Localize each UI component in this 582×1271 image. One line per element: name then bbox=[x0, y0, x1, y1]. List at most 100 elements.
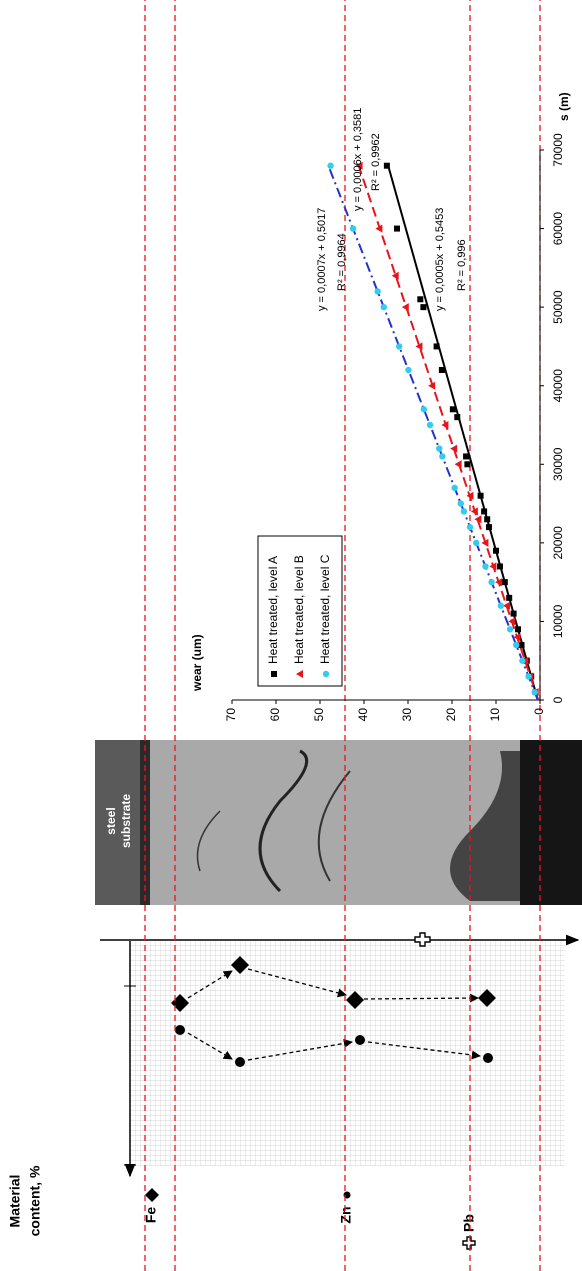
point bbox=[482, 563, 489, 570]
micrograph-label: substrate bbox=[119, 794, 133, 848]
point bbox=[374, 288, 381, 295]
pb-point bbox=[414, 932, 431, 947]
porous-layer bbox=[450, 751, 520, 901]
equation: y = 0,0005x + 0,5453 bbox=[434, 208, 446, 311]
point bbox=[488, 578, 495, 586]
point bbox=[451, 484, 458, 492]
x-tick-label: 60000 bbox=[551, 212, 565, 246]
x-tick-label: 0 bbox=[551, 696, 565, 703]
point bbox=[271, 671, 277, 677]
legend-label: Heat treated, level B bbox=[292, 555, 306, 664]
arrow bbox=[187, 970, 233, 999]
point bbox=[438, 367, 445, 373]
crack bbox=[317, 770, 351, 882]
y-tick-label: 20 bbox=[444, 708, 458, 722]
point bbox=[450, 444, 458, 453]
y-tick-label: 60 bbox=[268, 708, 282, 722]
micrograph-label: steel bbox=[104, 807, 118, 834]
point bbox=[485, 524, 492, 531]
point bbox=[519, 657, 526, 664]
wear-chart: 0 10 20 30 40 50 60 70 0 10000 20000 30000 40000 5000… bbox=[224, 108, 565, 722]
point bbox=[380, 303, 387, 311]
trendline bbox=[357, 165, 540, 701]
crack bbox=[258, 749, 309, 893]
point bbox=[513, 633, 521, 642]
point bbox=[496, 563, 503, 570]
point bbox=[355, 161, 363, 170]
point bbox=[518, 642, 525, 648]
point bbox=[436, 445, 443, 452]
equation: y = 0,0007x + 0,5017 bbox=[316, 208, 328, 311]
arrow bbox=[363, 993, 479, 1003]
point bbox=[495, 578, 503, 587]
arrow bbox=[247, 1038, 353, 1061]
y-tick-label: 30 bbox=[400, 708, 414, 722]
panel-title: content, % bbox=[27, 1165, 43, 1236]
legend-label: Heat treated, level C bbox=[318, 554, 332, 664]
legend-label: Heat treated, level A bbox=[266, 556, 280, 664]
point bbox=[375, 224, 383, 233]
x-tick-label: 50000 bbox=[551, 290, 565, 324]
point bbox=[394, 225, 400, 232]
point bbox=[415, 342, 423, 351]
panel-title: Material bbox=[7, 1175, 23, 1228]
point bbox=[417, 296, 424, 303]
r-squared: R² = 0,996 bbox=[456, 239, 468, 291]
point bbox=[396, 343, 403, 350]
point bbox=[484, 516, 491, 523]
point bbox=[426, 421, 434, 429]
point bbox=[489, 562, 497, 571]
element-label: Fe bbox=[143, 1207, 159, 1224]
point bbox=[296, 670, 303, 678]
point bbox=[327, 162, 334, 169]
equation: y = 0,0006x + 0,3581 bbox=[352, 108, 364, 211]
fe-point bbox=[231, 956, 249, 974]
legend-box bbox=[257, 535, 343, 687]
y-tick-label: 70 bbox=[224, 708, 238, 722]
substrate-region bbox=[95, 740, 145, 905]
point bbox=[493, 547, 499, 554]
point bbox=[508, 617, 516, 626]
point bbox=[466, 523, 474, 531]
crack bbox=[196, 810, 221, 872]
legend: Heat treated, level A Heat treated, level… bbox=[257, 535, 343, 687]
point bbox=[383, 162, 390, 169]
x-tick-label: 70000 bbox=[551, 133, 565, 167]
r-squared: R² = 0,9964 bbox=[336, 233, 348, 291]
element-label: Pb bbox=[461, 1214, 477, 1232]
zn-point bbox=[235, 1057, 245, 1067]
point bbox=[433, 343, 440, 350]
point bbox=[420, 406, 428, 413]
point bbox=[322, 670, 330, 678]
point bbox=[470, 507, 478, 516]
point bbox=[503, 601, 510, 610]
x-axis-title: s (m) bbox=[557, 92, 571, 121]
point bbox=[506, 594, 513, 601]
y-tick-label: 40 bbox=[356, 708, 370, 722]
arrow bbox=[367, 1041, 481, 1060]
point bbox=[466, 491, 474, 500]
point bbox=[441, 421, 449, 429]
point bbox=[464, 461, 471, 468]
point bbox=[531, 688, 538, 696]
element-label: Zn bbox=[338, 1206, 354, 1223]
fe-point bbox=[478, 989, 496, 1007]
point bbox=[463, 453, 470, 460]
point bbox=[510, 610, 517, 617]
point bbox=[391, 271, 399, 280]
fe-arrows bbox=[187, 968, 481, 1061]
point bbox=[420, 304, 427, 311]
point bbox=[349, 225, 357, 232]
zn-point bbox=[483, 1053, 493, 1063]
point bbox=[501, 579, 508, 586]
point bbox=[515, 626, 521, 633]
point bbox=[449, 406, 456, 413]
point bbox=[513, 641, 520, 649]
x-tick-label: 20000 bbox=[551, 526, 565, 560]
point bbox=[525, 673, 532, 680]
y-tick-label: 10 bbox=[488, 708, 502, 722]
point bbox=[506, 626, 514, 633]
zn-point bbox=[355, 1035, 365, 1045]
